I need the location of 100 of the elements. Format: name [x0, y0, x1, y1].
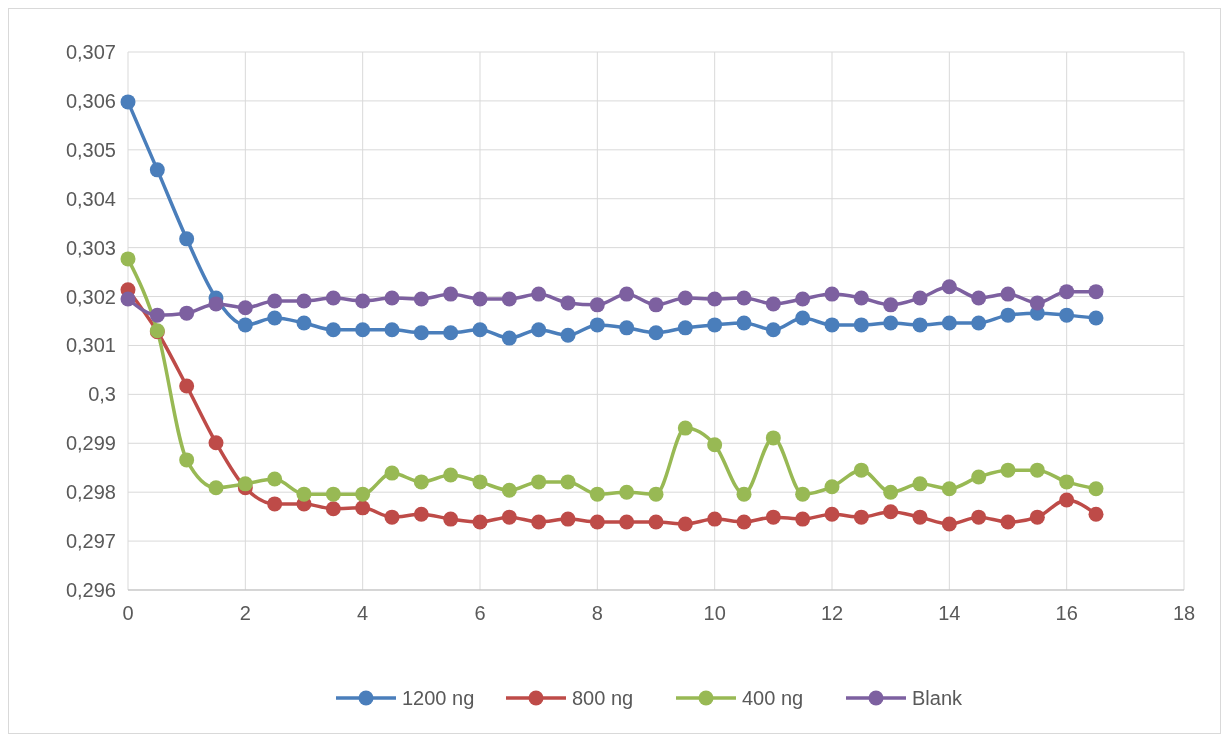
point — [208, 480, 224, 496]
point — [267, 471, 283, 487]
point — [736, 315, 752, 331]
point — [795, 511, 811, 527]
point — [267, 496, 283, 512]
point — [413, 325, 429, 341]
point — [413, 506, 429, 522]
point — [736, 290, 752, 306]
point — [296, 315, 312, 331]
x-tick-label: 8 — [591, 602, 603, 624]
point — [824, 479, 840, 495]
point — [120, 291, 136, 307]
point — [677, 420, 693, 436]
point — [795, 291, 811, 307]
point — [560, 511, 576, 527]
point — [941, 481, 957, 497]
point — [912, 509, 928, 525]
point — [384, 290, 400, 306]
y-tick-label: 0,307 — [65, 41, 116, 63]
point — [208, 435, 224, 451]
y-tick-label: 0,3 — [88, 383, 116, 406]
point — [824, 317, 840, 333]
y-tick-label: 0,306 — [65, 89, 116, 112]
y-tick-label: 0,298 — [65, 481, 116, 504]
point — [325, 486, 341, 502]
point — [325, 290, 341, 306]
point — [1088, 284, 1104, 300]
point — [267, 293, 283, 309]
point — [589, 297, 605, 313]
point — [853, 462, 869, 478]
point — [149, 162, 165, 178]
point — [765, 430, 781, 446]
point — [1059, 474, 1075, 490]
point — [912, 317, 928, 333]
point — [501, 509, 517, 525]
x-tick-label: 4 — [357, 602, 369, 624]
point — [472, 474, 488, 490]
point — [560, 327, 576, 343]
point — [531, 514, 547, 530]
x-tick-label: 2 — [239, 602, 251, 624]
point — [824, 286, 840, 302]
point — [912, 290, 928, 306]
point — [619, 514, 635, 530]
point — [179, 452, 195, 468]
point — [677, 320, 693, 336]
point — [912, 476, 928, 492]
point — [120, 94, 136, 110]
point — [589, 486, 605, 502]
point — [1000, 514, 1016, 530]
point — [472, 291, 488, 307]
point — [237, 476, 253, 492]
point — [619, 320, 635, 336]
point — [237, 300, 253, 316]
point — [325, 501, 341, 517]
point — [472, 514, 488, 530]
point — [560, 295, 576, 311]
point — [531, 286, 547, 302]
point — [1088, 506, 1104, 522]
point — [355, 293, 371, 309]
point — [707, 437, 723, 453]
point — [707, 317, 723, 333]
point — [736, 514, 752, 530]
point — [883, 504, 899, 520]
point — [325, 322, 341, 338]
point — [208, 296, 224, 312]
point — [736, 486, 752, 502]
point — [179, 378, 195, 394]
point — [1059, 307, 1075, 323]
y-tick-label: 0,299 — [65, 432, 116, 455]
point — [179, 305, 195, 321]
point — [443, 511, 459, 527]
x-tick-label: 12 — [820, 602, 844, 624]
point — [1029, 295, 1045, 311]
point — [589, 317, 605, 333]
point — [824, 506, 840, 522]
point — [443, 325, 459, 341]
point — [1000, 462, 1016, 478]
x-tick-label: 18 — [1172, 602, 1196, 624]
legend-label: Blank — [912, 687, 964, 709]
point — [765, 296, 781, 312]
point — [971, 315, 987, 331]
x-tick-label: 6 — [474, 602, 486, 624]
y-tick-label: 0,296 — [65, 579, 116, 601]
point — [384, 465, 400, 481]
point — [355, 486, 371, 502]
point — [1000, 307, 1016, 323]
point — [1029, 462, 1045, 478]
point — [355, 500, 371, 516]
point — [531, 322, 547, 338]
point — [707, 511, 723, 527]
point — [619, 286, 635, 302]
point — [1059, 492, 1075, 508]
legend-label: 800 ng — [572, 687, 634, 709]
point — [677, 516, 693, 532]
point — [648, 486, 664, 502]
point — [971, 509, 987, 525]
x-tick-label: 14 — [938, 602, 961, 624]
point — [971, 290, 987, 306]
point — [648, 325, 664, 341]
y-tick-label: 0,302 — [65, 285, 116, 308]
